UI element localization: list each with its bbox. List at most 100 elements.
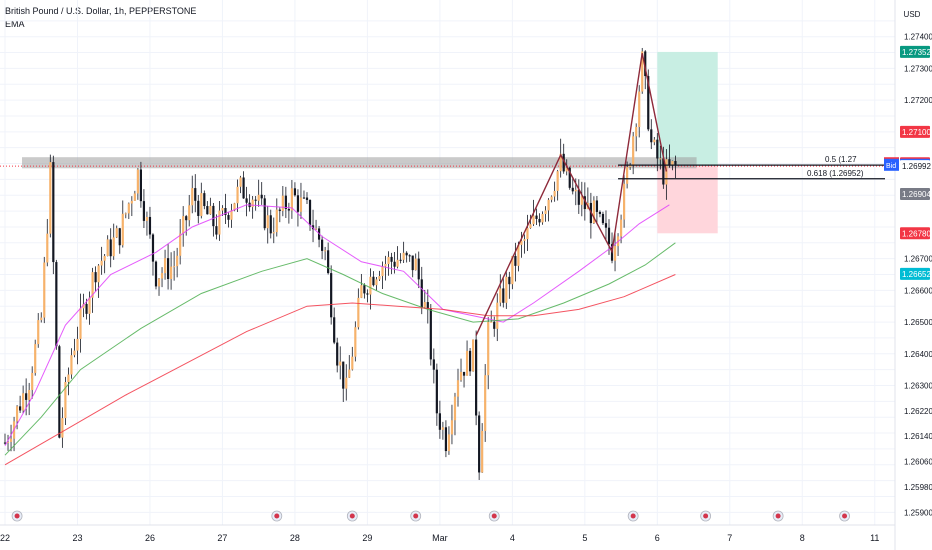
candle-body [330,273,333,318]
candle-body [444,427,448,452]
candle-body [25,393,28,400]
candle-body [472,339,475,372]
candle-body [423,302,426,308]
candle-body [254,199,257,201]
candle-body [52,162,55,263]
candle-body [656,139,659,159]
price-tag-4 [900,160,930,173]
candle-body [502,288,505,303]
candle-body [218,210,221,235]
event-flag-dot [630,513,636,519]
candle-body [85,303,88,314]
candle-body [6,441,10,443]
candle-body [9,438,13,442]
candle-body [19,406,22,411]
candle-body [203,193,206,207]
candle-body [275,209,278,233]
candle-body [559,153,562,172]
time-tick-2: 26 [145,533,155,543]
candle-body [15,406,19,422]
time-tick-0: 22 [0,533,10,543]
candle-body [650,129,653,143]
price-tag-label-5: 1.26904 [902,190,931,199]
resistance-zone [22,157,697,169]
price-tick-13: 1.26220 [904,407,932,416]
candle-body [212,205,215,227]
candle-body [668,159,671,165]
candle-body [58,346,61,438]
candle-body [354,327,357,357]
price-tag-5 [900,187,930,200]
candle-body [399,259,402,261]
candle-body [157,278,161,287]
price-side-badge-3 [884,158,899,171]
candle-body [517,244,520,266]
price-tick-7: 1.26700 [904,255,932,264]
candle-body [136,169,139,194]
candle-body [565,167,568,172]
candle-body [629,164,632,168]
price-tag-6 [900,227,930,240]
candle-body [478,415,481,473]
candle-body [94,272,97,283]
price-tick-10: 1.26500 [904,318,932,327]
candle-body [505,276,508,303]
candle-body [571,187,574,192]
candle-body [236,186,239,204]
candle-body [139,169,142,202]
candle-body [493,321,496,329]
candle-body [200,193,203,216]
candle-body [562,153,565,172]
candle-body [499,288,502,303]
candle-body [148,216,152,235]
candle-body [384,264,387,267]
candle-body [206,206,209,215]
indicator-label[interactable]: EMA [5,19,25,29]
candle-body [299,197,303,212]
candle-body [251,199,254,208]
candle-body [595,200,599,212]
candle-body [37,320,40,345]
candle-body [91,272,94,298]
candle-body [598,211,602,214]
candle-body [242,177,245,199]
candle-body [324,250,327,252]
candle-body [61,418,64,438]
candle-body [230,210,233,220]
price-tag-label-6: 1.26780 [902,229,931,238]
candle-body [372,276,375,286]
candle-body [191,188,194,206]
fib-level-label-1: 0.618 (1.26952) [807,169,864,178]
candle-body [302,197,306,199]
candle-body [393,261,396,267]
candle-body [97,265,100,283]
time-tick-9: 6 [655,533,660,543]
candle-body [278,209,281,211]
candle-body [130,200,133,204]
candle-body [70,355,73,375]
candle-body [635,126,638,137]
price-tag-label-1: 1.27100 [902,128,931,137]
candle-body [360,285,363,298]
candle-body [260,194,263,199]
candle-body [511,255,514,285]
candle-body [197,200,200,216]
candle-body [281,195,284,211]
candle-body [453,396,457,421]
candle-body [369,276,372,295]
candle-body [176,255,179,267]
candle-body [351,356,354,370]
candle-body [465,350,469,376]
candle-body [408,255,411,257]
candle-body [626,167,629,184]
candle-body [314,228,318,230]
price-tag-label-7: 1.26652 [902,270,931,279]
candle-body [194,188,197,201]
candle-body [22,393,25,411]
harmonic-pattern-line [475,53,668,336]
candle-body [170,266,173,280]
candle-body [514,255,517,266]
candle-body [257,194,260,201]
candle-body [450,420,454,435]
